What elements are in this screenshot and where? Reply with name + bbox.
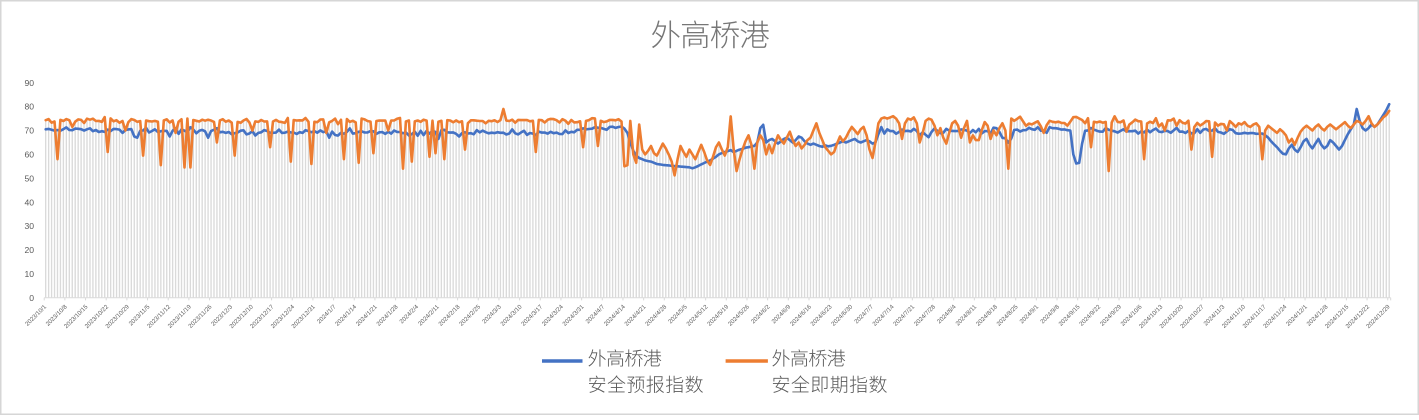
svg-text:20: 20 [24,245,34,255]
svg-text:90: 90 [24,78,34,88]
svg-text:50: 50 [24,173,34,183]
svg-text:0: 0 [29,293,34,303]
svg-text:10: 10 [24,269,34,279]
svg-text:80: 80 [24,102,34,112]
svg-text:60: 60 [24,150,34,160]
svg-text:40: 40 [24,197,34,207]
svg-text:70: 70 [24,126,34,136]
svg-text:30: 30 [24,221,34,231]
